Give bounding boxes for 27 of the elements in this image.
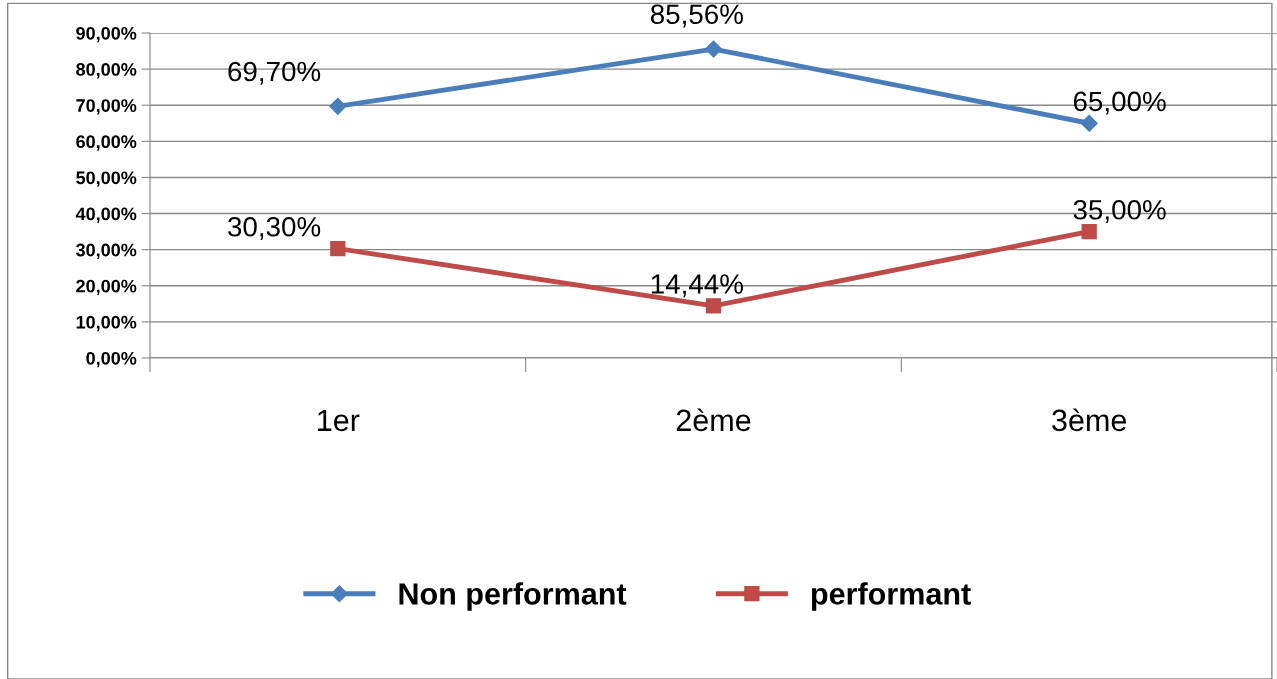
legend-label: performant [811, 582, 971, 611]
x-tick-label: 3ème [1052, 408, 1127, 432]
x-tick-label: 1er [318, 409, 360, 432]
y-tick-label: 90,00% [76, 26, 137, 43]
y-tick-label: 60,00% [76, 135, 137, 151]
y-tick-label: 10,00% [76, 315, 137, 332]
x-tick-label: 2ème [676, 408, 751, 432]
data-label: 65,00% [1073, 91, 1166, 115]
y-tick-label: 80,00% [76, 63, 137, 79]
data-label: 85,56% [650, 4, 743, 28]
point [330, 240, 346, 257]
legend-label: Non performant [399, 582, 627, 611]
y-tick-label: 50,00% [76, 171, 137, 187]
y-tick-label: 70,00% [76, 99, 137, 115]
point [704, 40, 723, 58]
point [1081, 223, 1097, 240]
y-tick-label: 40,00% [75, 207, 137, 223]
point [329, 97, 347, 115]
data-label: 35,00% [1073, 199, 1166, 223]
y-tick-label: 30,00% [75, 243, 137, 259]
data-label: 30,30% [228, 216, 321, 240]
data-label: 14,44% [651, 274, 743, 298]
y-tick-label: 0,00% [86, 351, 137, 368]
point [705, 298, 722, 314]
point [1080, 114, 1098, 132]
y-tick-label: 20,00% [76, 279, 137, 296]
data-label: 69,70% [228, 61, 321, 85]
